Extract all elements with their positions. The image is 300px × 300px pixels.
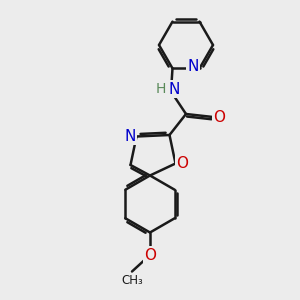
Text: N: N [168, 82, 180, 97]
Text: N: N [124, 129, 136, 144]
Text: H: H [155, 82, 166, 96]
Text: N: N [187, 59, 199, 74]
Text: O: O [176, 156, 188, 171]
Text: CH₃: CH₃ [121, 274, 143, 287]
Text: O: O [144, 248, 156, 262]
Text: O: O [213, 110, 225, 124]
